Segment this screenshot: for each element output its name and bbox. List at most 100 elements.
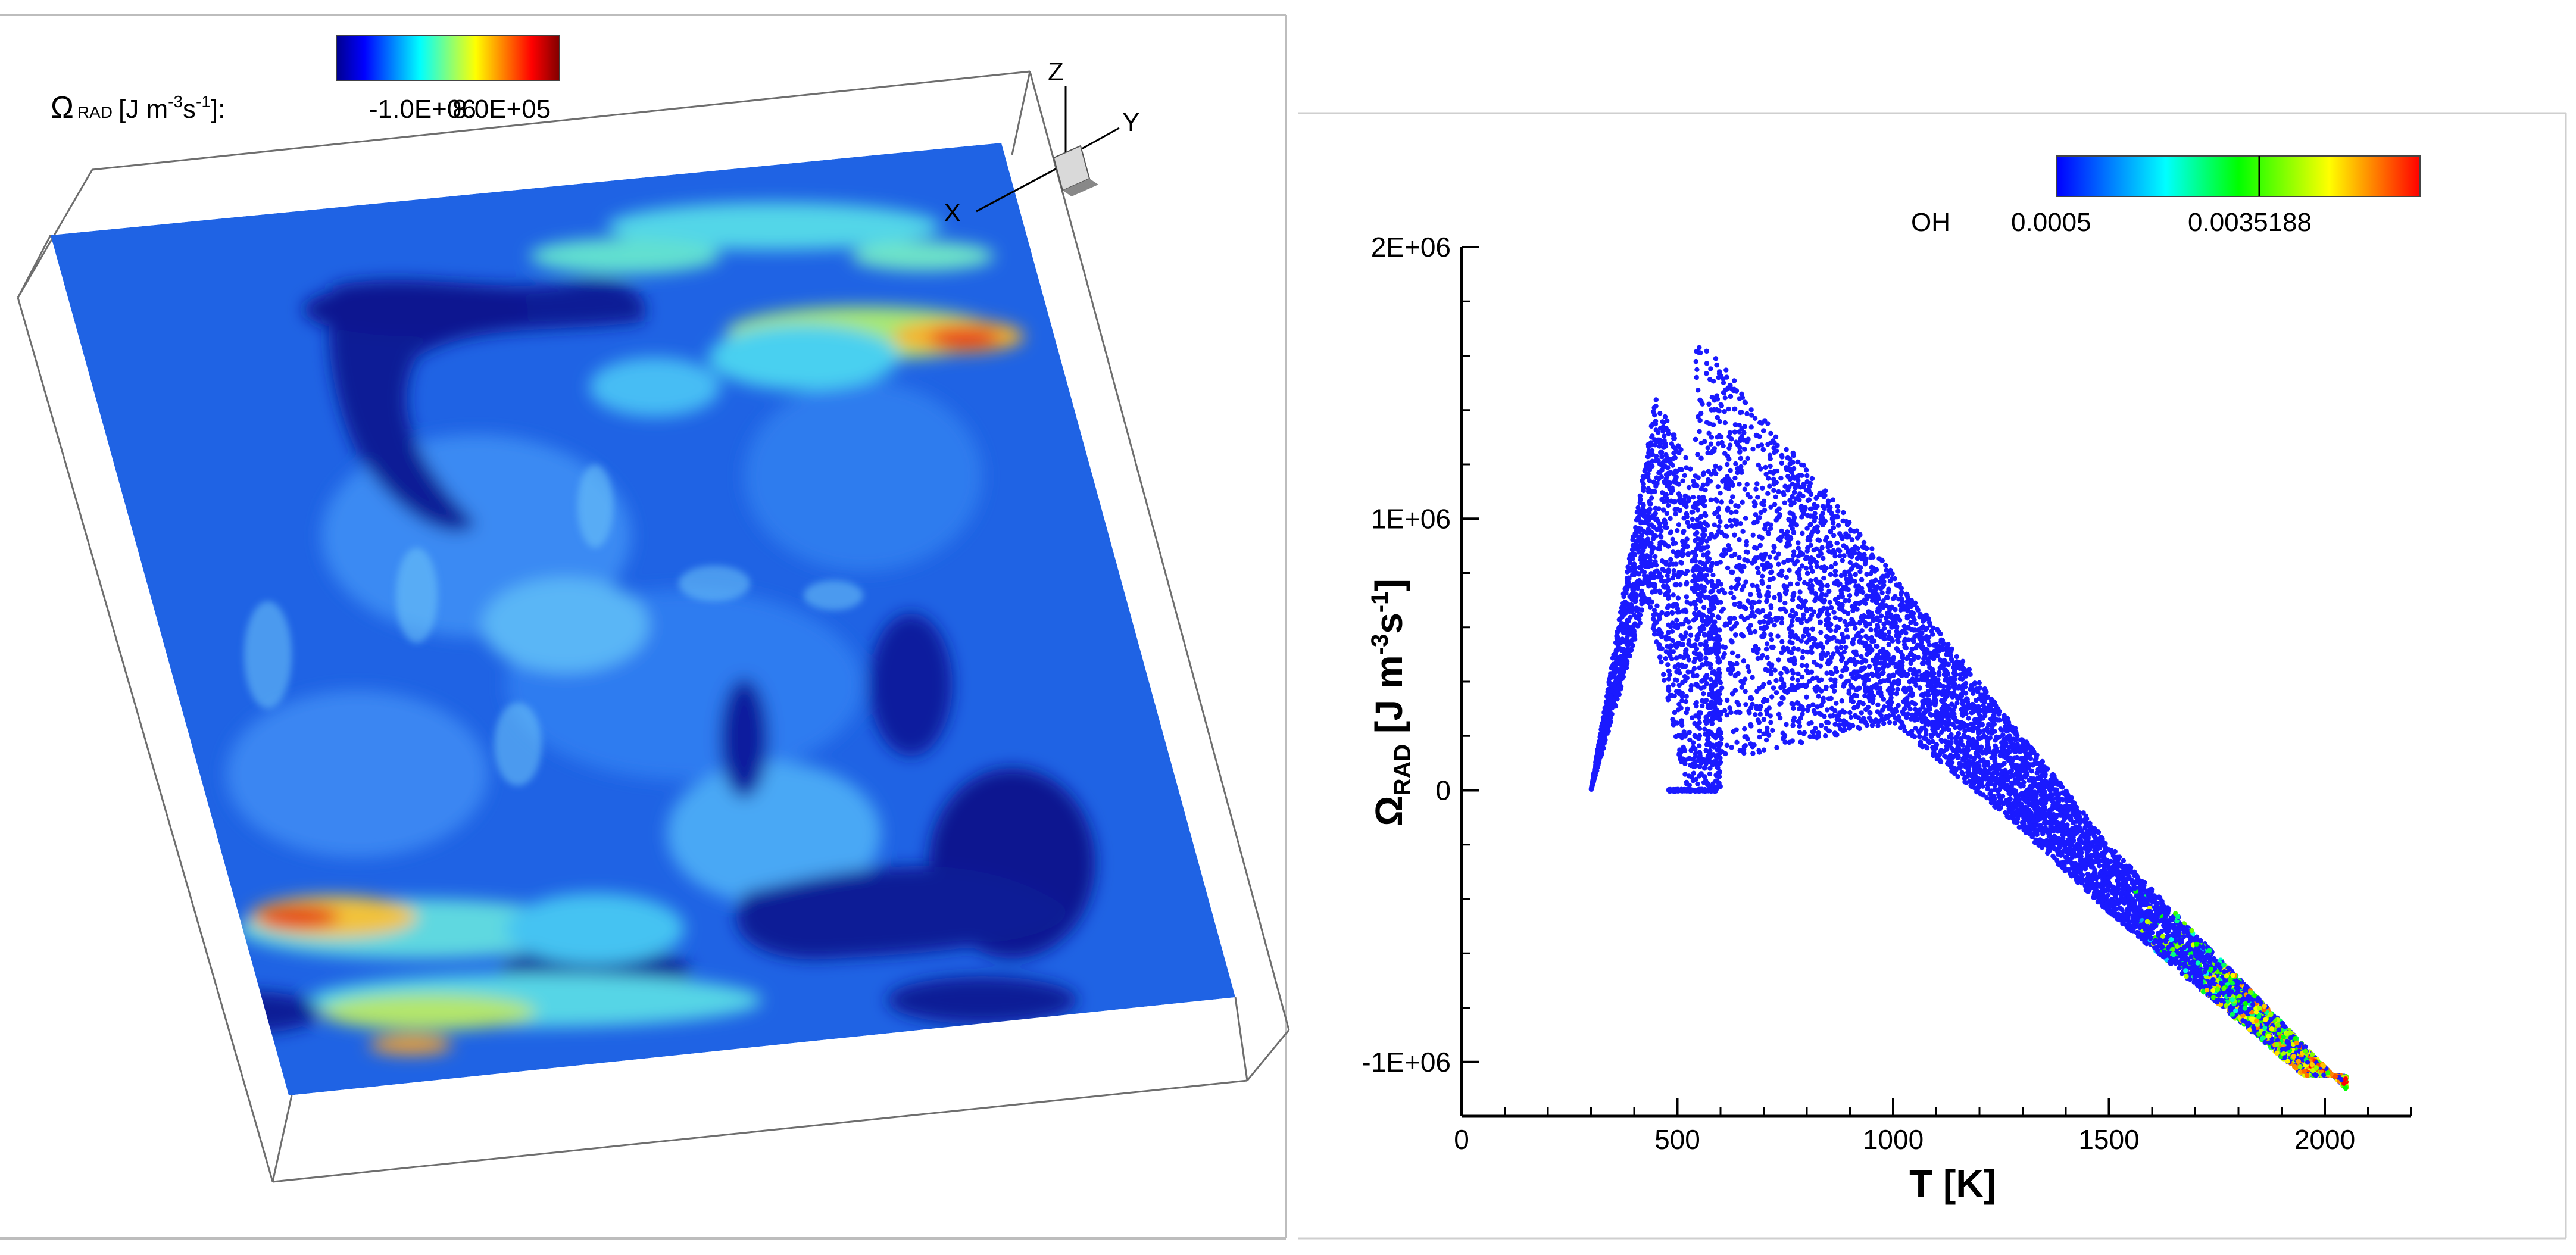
scatter-point (1848, 714, 1854, 720)
scatter-point (1760, 573, 1765, 579)
oh-colorbar-min-label: 0.0005 (2011, 208, 2091, 237)
scatter-point (1745, 455, 1750, 461)
left-colorbar-units-exp1: -3 (168, 92, 183, 111)
scatter-point (1840, 728, 1846, 733)
scatter-point (1748, 424, 1754, 430)
scatter-point (2002, 761, 2007, 766)
scatter-point (1725, 697, 1730, 703)
scatter-point (1886, 629, 1892, 635)
scatter-point (1694, 374, 1699, 380)
scatter-point (1725, 565, 1731, 571)
scatter-point (1832, 615, 1838, 620)
scatter-point (1741, 658, 1747, 664)
scatter-point (1763, 464, 1768, 470)
scatter-point (1768, 504, 1773, 510)
scatter-point (1734, 509, 1739, 514)
scatter-point (1748, 592, 1753, 597)
scatter-point (1965, 723, 1970, 728)
scatter-points (1588, 345, 2349, 1091)
scatter-point (1816, 694, 1821, 699)
scatter-point (1840, 558, 1845, 563)
scatter-point (1854, 659, 1860, 665)
scatter-point (1913, 726, 1918, 731)
scatter-point (1805, 708, 1810, 713)
scatter-point (1735, 654, 1741, 659)
scatter-point (1909, 627, 1914, 632)
scatter-point (1827, 600, 1832, 605)
scatter-point (1863, 633, 1869, 639)
scatter-point (1844, 634, 1850, 639)
scatter-point (1727, 660, 1733, 666)
scatter-point (1829, 705, 1835, 711)
scatter-point (1698, 641, 1703, 647)
scatter-point (1847, 593, 1853, 598)
scatter-point (1788, 613, 1793, 619)
right-panel: OH 0.0005 0.0035188 0 500 1000 1500 2000-1E+… (1298, 112, 2567, 1240)
scatter-point (1776, 489, 1781, 495)
scatter-point (1800, 648, 1806, 654)
scatter-point (1968, 754, 1974, 760)
scatter-point (1763, 667, 1768, 672)
scatter-point (1931, 750, 1937, 756)
triad-y-label: Y (1122, 108, 1139, 137)
scatter-point (1858, 635, 1863, 640)
scatter-point (1842, 619, 1847, 625)
scatter-point (1779, 620, 1785, 626)
left-colorbar: Ω RAD [J m-3s-1]: -1.0E+06 8.0E+05 (51, 35, 560, 125)
scatter-point (1966, 667, 1972, 672)
scatter-point (1694, 367, 1700, 372)
scatter-point (1881, 579, 1887, 585)
scatter-point (1693, 358, 1698, 364)
scatter-point (1761, 717, 1766, 722)
scatter-point (1717, 419, 1722, 424)
scatter-point (1779, 639, 1785, 645)
scatter-point (1791, 549, 1797, 554)
scatter-point (1777, 598, 1783, 603)
scatter-point (1721, 380, 1726, 386)
scatter-point (1755, 655, 1761, 661)
scatter-point (1768, 463, 1773, 469)
scatter-point (1740, 499, 1745, 505)
triad-z-label: Z (1048, 57, 1064, 86)
scatter-point (1768, 605, 1774, 610)
scatter-point (1767, 483, 1772, 489)
scatter-point (1773, 434, 1779, 439)
scatter-point (1739, 470, 1744, 475)
scatter-point (1857, 569, 1863, 575)
scatter-point (1781, 560, 1787, 565)
scatter-point (1732, 429, 1738, 435)
scatter-point (1799, 740, 1804, 745)
scatter-point (1835, 504, 1840, 509)
scatter-point (1829, 684, 1835, 689)
oh-colorbar-mid-label: 0.0035188 (2188, 208, 2312, 237)
scatter-point (1742, 486, 1747, 492)
scatter-point (1776, 592, 1782, 597)
scatter-point (1821, 555, 1826, 561)
scatter-point (1800, 711, 1805, 717)
scatter-point (1809, 583, 1815, 589)
scatter-point (1791, 552, 1796, 558)
scatter-point (1729, 650, 1735, 655)
scatter-point (1826, 588, 1832, 594)
scatter-point (1773, 555, 1779, 561)
left-colorbar-label: Ω RAD [J m-3s-1]: (51, 90, 225, 125)
scatter-point (1796, 540, 1801, 545)
scatter-point (1719, 499, 1724, 505)
scatter-point (1825, 720, 1831, 726)
scatter-point (1988, 800, 1994, 806)
scatter-point (1921, 661, 1926, 666)
scatter-point (1862, 693, 1868, 699)
scatter-point (1843, 644, 1849, 650)
scatter-point (1844, 628, 1849, 633)
scatter-point (1784, 575, 1789, 580)
scatter-point (1828, 695, 1834, 701)
left-colorbar-gradient (336, 35, 560, 81)
scatter-point (2002, 713, 2007, 719)
scatter-point (1831, 610, 1837, 615)
scatter-point (1733, 461, 1738, 467)
scatter-point (1756, 444, 1761, 449)
scatter-point (1757, 734, 1762, 740)
scatter-point (1754, 481, 1760, 486)
scatter-point (1722, 645, 1728, 650)
scatter-point (1774, 745, 1779, 750)
